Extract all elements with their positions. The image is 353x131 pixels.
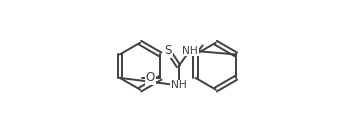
Text: NH: NH	[182, 46, 198, 56]
Text: S: S	[164, 44, 172, 57]
Text: NH: NH	[170, 80, 186, 90]
Text: O: O	[145, 71, 155, 84]
